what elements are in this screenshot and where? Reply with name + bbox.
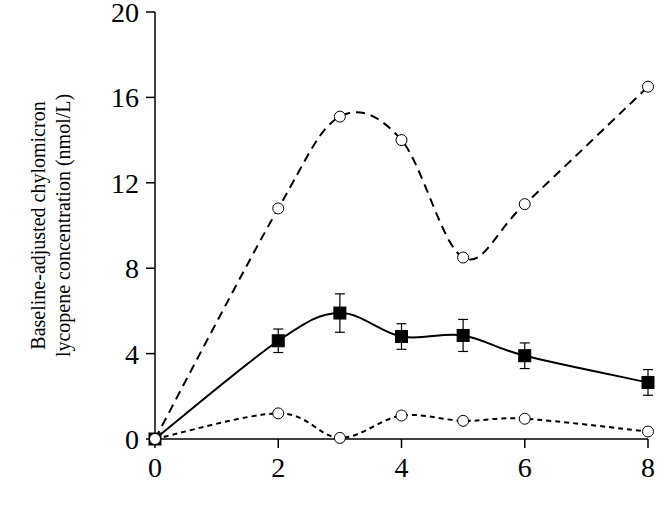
data-point — [643, 81, 654, 92]
data-point — [272, 335, 284, 347]
data-point — [458, 252, 469, 263]
error-bar — [273, 329, 283, 352]
error-cap — [520, 368, 530, 369]
data-point — [519, 199, 530, 210]
data-point — [334, 307, 346, 319]
error-bar — [520, 343, 530, 369]
data-point — [150, 434, 161, 445]
data-point — [334, 111, 345, 122]
y-tick-label: 12 — [111, 168, 139, 199]
data-point — [273, 203, 284, 214]
y-tick-label: 16 — [111, 82, 139, 113]
x-tick-label: 2 — [271, 452, 285, 483]
y-tick — [146, 353, 155, 355]
data-point — [273, 408, 284, 419]
x-tick — [647, 439, 649, 448]
data-point — [334, 432, 345, 443]
y-tick-label: 20 — [111, 0, 139, 28]
y-axis-label: Baseline-adjusted chylomicron — [27, 101, 50, 349]
y-tick — [146, 182, 155, 184]
series-line — [155, 313, 648, 439]
data-point — [642, 376, 654, 388]
error-cap — [273, 352, 283, 353]
y-tick — [146, 11, 155, 13]
x-tick-label: 8 — [641, 452, 655, 483]
error-cap — [458, 351, 468, 352]
data-point — [643, 426, 654, 437]
y-tick-label: 0 — [125, 424, 139, 455]
series-line — [155, 87, 648, 439]
y-axis — [154, 12, 156, 439]
error-cap — [458, 319, 468, 320]
x-tick-label: 4 — [395, 452, 409, 483]
x-tick-label: 0 — [148, 452, 162, 483]
error-cap — [643, 369, 653, 370]
y-tick-label: 4 — [125, 339, 139, 370]
error-bar — [397, 324, 407, 350]
data-point — [457, 329, 469, 341]
error-cap — [397, 323, 407, 324]
data-point — [519, 350, 531, 362]
error-cap — [643, 395, 653, 396]
y-tick — [146, 97, 155, 99]
x-tick-label: 6 — [518, 452, 532, 483]
x-tick — [278, 439, 280, 448]
data-point — [519, 413, 530, 424]
error-cap — [397, 349, 407, 350]
data-point — [149, 433, 161, 445]
plot-area — [149, 81, 654, 445]
error-cap — [520, 342, 530, 343]
error-cap — [335, 293, 345, 294]
x-tick — [524, 439, 526, 448]
data-point — [458, 415, 469, 426]
error-bar — [643, 370, 653, 396]
data-point — [396, 135, 407, 146]
error-cap — [273, 328, 283, 329]
error-cap — [335, 332, 345, 333]
y-tick-label: 8 — [125, 253, 139, 284]
data-point — [396, 331, 408, 343]
chart-svg: 0 4 8 12 16 20 0 2 4 6 8 Baseline-adjusted chylomic… — [0, 0, 664, 517]
error-bar — [458, 319, 468, 351]
chart-container: 0 4 8 12 16 20 0 2 4 6 8 Baseline-adjusted chylomic… — [0, 0, 664, 517]
data-point — [396, 410, 407, 421]
y-axis-label: lycopene concentration (nmol/L) — [52, 94, 75, 357]
data-point — [150, 434, 161, 445]
y-tick — [146, 267, 155, 269]
error-bar — [335, 294, 345, 332]
x-tick — [401, 439, 403, 448]
